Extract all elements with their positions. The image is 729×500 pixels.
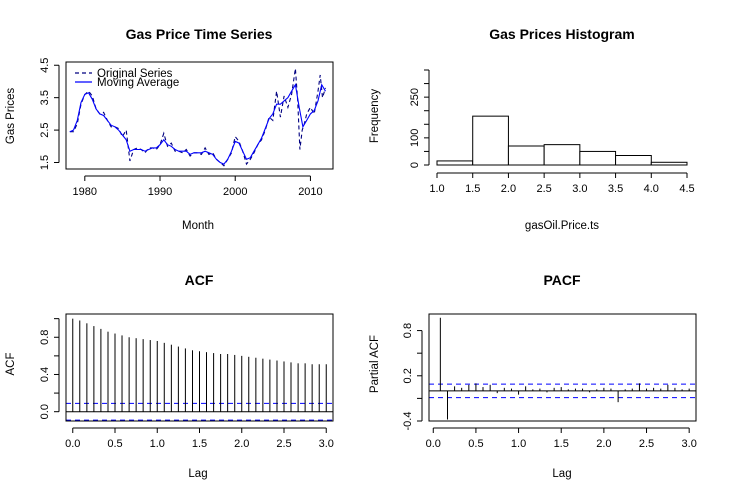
- pacf-x-tick-label: 2.0: [596, 438, 611, 450]
- histogram-bar: [615, 155, 652, 166]
- acf-xlabel: Lag: [188, 468, 207, 480]
- timeseries-ylabel: Gas Prices: [5, 88, 17, 144]
- pacf-spikes: [429, 317, 696, 420]
- acf-x-tick-label: 3.0: [319, 438, 334, 450]
- histogram-bar: [543, 144, 581, 166]
- legend-moving-average-label: Moving Average: [97, 77, 179, 89]
- acf-y-tick-label: 0.0: [39, 404, 51, 419]
- timeseries-y-tick-label: 4.5: [39, 58, 51, 73]
- pacf-x-tick-label: 0.0: [426, 438, 441, 450]
- histogram-xlabel: gasOil.Price.ts: [525, 220, 599, 232]
- pacf-y-tick-label: -0.4: [402, 412, 414, 431]
- histogram-y-tick-label: 0: [409, 162, 421, 168]
- histogram-bar: [507, 145, 545, 166]
- pacf-x-tick-label: 1.0: [511, 438, 526, 450]
- histogram-panel: Gas Prices Histogram gasOil.Price.ts Fre…: [369, 26, 695, 232]
- histogram-bar: [579, 150, 617, 166]
- timeseries-series: [69, 68, 327, 167]
- timeseries-title: Gas Price Time Series: [126, 26, 273, 42]
- pacf-plot-box: [428, 313, 697, 422]
- histogram-x-tick-label: 2.0: [501, 183, 516, 195]
- acf-x-tick-label: 0.5: [107, 438, 122, 450]
- timeseries-x-tick-label: 2000: [223, 186, 247, 198]
- pacf-y-tick-label: 0.8: [402, 323, 414, 338]
- acf-spikes: [66, 318, 333, 421]
- histogram-ylabel: Frequency: [369, 89, 381, 144]
- pacf-xlabel: Lag: [552, 468, 571, 480]
- acf-plot-box: [65, 313, 334, 422]
- histogram-x-tick-label: 2.5: [536, 183, 551, 195]
- timeseries-y-tick-label: 2.5: [39, 122, 51, 137]
- timeseries-axes: 1980 1990 2000 2010 1.5 2.5 3.5 4.5: [39, 58, 323, 198]
- timeseries-x-tick-label: 1980: [73, 186, 97, 198]
- acf-panel: ACF Lag ACF 0.0 0.5 1.0 1.5 2.0 2.5 3.00.00.40…: [5, 272, 334, 480]
- pacf-y-tick-label: 0.2: [402, 368, 414, 383]
- histogram-y-tick-label: 100: [409, 129, 421, 147]
- acf-x-tick-label: 1.5: [192, 438, 207, 450]
- timeseries-legend: Original Series Moving Average: [75, 68, 179, 89]
- acf-x-tick-label: 1.0: [150, 438, 165, 450]
- histogram-x-tick-label: 1.5: [465, 183, 480, 195]
- histogram-y-tick-label: 250: [409, 88, 421, 106]
- histogram-x-tick-label: 4.5: [679, 183, 694, 195]
- timeseries-x-tick-label: 1990: [148, 186, 172, 198]
- histogram-bar: [436, 160, 474, 166]
- histogram-bar: [472, 115, 509, 166]
- histogram-x-tick-label: 3.5: [608, 183, 623, 195]
- pacf-x-tick-label: 2.5: [639, 438, 654, 450]
- acf-x-tick-label: 2.5: [276, 438, 291, 450]
- pacf-panel: PACF Lag Partial ACF 0.0 0.5 1.0 1.5 2.0 2.5 3…: [369, 272, 697, 480]
- acf-x-tick-label: 0.0: [65, 438, 80, 450]
- pacf-title: PACF: [543, 272, 581, 288]
- timeseries-y-tick-label: 3.5: [39, 90, 51, 105]
- acf-y-tick-label: 0.8: [39, 330, 51, 345]
- legend-original-label: Original Series: [97, 68, 173, 80]
- timeseries-panel: Gas Price Time Series Month Gas Prices 1…: [5, 26, 334, 232]
- acf-axes: 0.0 0.5 1.0 1.5 2.0 2.5 3.0 0.0 0.4 0.8: [39, 318, 334, 450]
- histogram-x-tick-label: 4.0: [644, 183, 659, 195]
- moving-average-line: [69, 83, 326, 165]
- pacf-axes: 0.0 0.5 1.0 1.5 2.0 2.5 3.0 -0.4 0.2 0.8: [402, 323, 697, 450]
- pacf-x-tick-label: 3.0: [682, 438, 697, 450]
- timeseries-y-tick-label: 1.5: [39, 155, 51, 170]
- histogram-bars: [436, 115, 688, 166]
- acf-x-tick-label: 2.0: [234, 438, 249, 450]
- timeseries-plot-box: [65, 61, 334, 170]
- pacf-ylabel: Partial ACF: [369, 335, 381, 393]
- acf-title: ACF: [185, 272, 214, 288]
- histogram-bar: [650, 161, 688, 166]
- histogram-axes: 1.0 1.5 2.0 2.5 3.0 3.5 4.0 4.5 0 100 250: [409, 69, 695, 195]
- pacf-x-tick-label: 1.5: [554, 438, 569, 450]
- pacf-x-tick-label: 0.5: [468, 438, 483, 450]
- histogram-x-tick-label: 1.0: [429, 183, 444, 195]
- timeseries-x-tick-label: 2010: [298, 186, 322, 198]
- histogram-title: Gas Prices Histogram: [489, 26, 635, 42]
- histogram-x-tick-label: 3.0: [572, 183, 587, 195]
- acf-y-tick-label: 0.4: [39, 367, 51, 382]
- acf-ylabel: ACF: [5, 353, 17, 376]
- timeseries-xlabel: Month: [182, 220, 214, 232]
